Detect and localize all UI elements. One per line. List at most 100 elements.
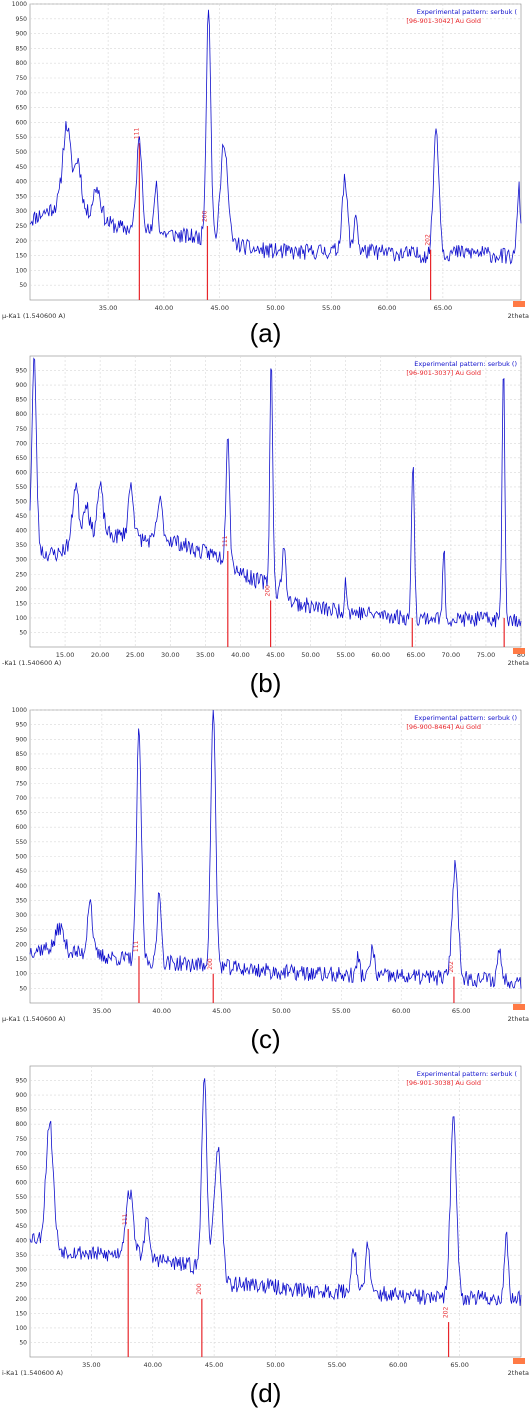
legend-experimental: Experimental pattern: serbuk ()	[414, 714, 517, 722]
x-tick-label: 65.00	[450, 1361, 469, 1369]
y-tick-label: 250	[16, 1281, 28, 1288]
x-tick-label: 45.00	[266, 651, 285, 659]
y-tick-label: 950	[16, 16, 28, 23]
y-tick-label: 150	[16, 956, 28, 963]
xrd-chart-a: 50 100 150 200 250 300 350 400 450 500 550 600 650 70…	[2, 1, 529, 320]
y-tick-label: 550	[16, 484, 28, 491]
experimental-pattern-line	[29, 357, 522, 628]
experimental-pattern-line	[29, 709, 522, 989]
y-tick-label: 750	[16, 426, 28, 433]
x-tick-label: 60.00	[378, 304, 397, 312]
x-tick-label: 60.00	[371, 651, 390, 659]
y-tick-label: 600	[16, 1179, 28, 1186]
y-tick-label: 600	[16, 119, 28, 126]
panel-d: 50 100 150 200 250 300 350 400 450 500 550 600 650 70…	[0, 1062, 531, 1417]
x-tick-label: 50.00	[266, 1361, 285, 1369]
panel-a: 50 100 150 200 250 300 350 400 450 500 550 600 650 70…	[0, 0, 531, 354]
x-tick-label: 40.00	[152, 1007, 171, 1015]
wavelength-label: µ-Ka1 (1.540600 A)	[2, 312, 65, 320]
y-tick-label: 100	[16, 615, 28, 622]
hkl-label: 111	[222, 535, 229, 547]
x-tick-label: 45.00	[205, 1361, 224, 1369]
experimental-pattern-line	[29, 1078, 522, 1306]
y-tick-label: 250	[16, 223, 28, 230]
wavelength-label: µ-Ka1 (1.540600 A)	[2, 1015, 65, 1023]
caption-c: (c)	[250, 1024, 281, 1054]
x-tick-label: 20.00	[91, 651, 110, 659]
y-tick-label: 800	[16, 411, 28, 418]
y-tick-label: 650	[16, 455, 28, 462]
x-tick-label: 35.00	[99, 304, 118, 312]
x-axis-label: 2theta	[508, 1369, 529, 1377]
y-tick-label: 650	[16, 810, 28, 817]
y-tick-label: 800	[16, 1121, 28, 1128]
hkl-label: 111	[133, 127, 140, 139]
y-tick-label: 400	[16, 1238, 28, 1245]
caption-d: (d)	[249, 1378, 282, 1408]
y-tick-label: 500	[16, 854, 28, 861]
x-tick-label: 35.00	[82, 1361, 101, 1369]
x-tick-label: 60.00	[392, 1007, 411, 1015]
y-tick-label: 300	[16, 1267, 28, 1274]
x-tick-label: 55.00	[322, 304, 341, 312]
y-tick-label: 50	[19, 985, 27, 992]
hkl-label: 202	[448, 961, 455, 973]
hkl-label: 200	[207, 958, 214, 970]
scroll-marker-icon[interactable]	[513, 301, 525, 307]
y-tick-label: 850	[16, 45, 28, 52]
scroll-marker-icon[interactable]	[513, 1358, 525, 1364]
y-tick-label: 850	[16, 1107, 28, 1114]
y-tick-label: 1000	[12, 1, 27, 8]
y-tick-label: 200	[16, 1296, 28, 1303]
y-tick-label: 100	[16, 1325, 28, 1332]
y-tick-label: 100	[16, 267, 28, 274]
xrd-chart-b: 50 100 150 200 250 300 350 400 450 500 550 600 650 70…	[2, 355, 529, 667]
y-tick-label: 750	[16, 75, 28, 82]
x-tick-label: 35.00	[93, 1007, 112, 1015]
y-tick-label: 400	[16, 528, 28, 535]
caption-a: (a)	[249, 318, 282, 348]
y-tick-label: 100	[16, 971, 28, 978]
x-tick-label: 45.00	[210, 304, 229, 312]
x-tick-label: 25.00	[126, 651, 145, 659]
y-tick-label: 300	[16, 912, 28, 919]
y-tick-label: 900	[16, 382, 28, 389]
wavelength-label: -Ka1 (1.540600 A)	[2, 659, 61, 667]
x-tick-label: 65.00	[452, 1007, 471, 1015]
y-tick-label: 400	[16, 883, 28, 890]
x-tick-label: 55.00	[328, 1361, 347, 1369]
legend-experimental: Experimental pattern: serbuk (	[417, 1070, 518, 1078]
y-tick-label: 350	[16, 897, 28, 904]
x-tick-label: 35.00	[196, 651, 215, 659]
y-tick-label: 450	[16, 164, 28, 171]
y-tick-label: 500	[16, 149, 28, 156]
y-tick-label: 750	[16, 1136, 28, 1143]
y-tick-label: 250	[16, 571, 28, 578]
y-tick-label: 650	[16, 1165, 28, 1172]
legend-reference: [96-901-3042] Au Gold	[406, 17, 481, 25]
x-tick-label: 40.00	[143, 1361, 162, 1369]
scroll-marker-icon[interactable]	[513, 648, 525, 654]
y-tick-label: 350	[16, 193, 28, 200]
y-tick-label: 450	[16, 513, 28, 520]
y-tick-label: 900	[16, 1092, 28, 1099]
y-tick-label: 50	[19, 1339, 27, 1346]
y-tick-label: 950	[16, 1078, 28, 1085]
hkl-label: 200	[265, 585, 272, 597]
hkl-label: 111	[133, 940, 140, 952]
x-tick-label: 65.00	[406, 651, 425, 659]
y-tick-label: 900	[16, 31, 28, 38]
scroll-marker-icon[interactable]	[513, 1004, 525, 1010]
y-tick-label: 150	[16, 253, 28, 260]
x-tick-label: 15.00	[56, 651, 75, 659]
y-tick-label: 450	[16, 1223, 28, 1230]
y-tick-label: 250	[16, 927, 28, 934]
legend-reference: [96-900-8464] Au Gold	[406, 723, 481, 731]
y-tick-label: 500	[16, 499, 28, 506]
y-tick-label: 600	[16, 469, 28, 476]
y-tick-label: 200	[16, 238, 28, 245]
legend-experimental: Experimental pattern: serbuk (	[417, 8, 518, 16]
y-tick-label: 550	[16, 1194, 28, 1201]
y-tick-label: 450	[16, 868, 28, 875]
y-tick-label: 200	[16, 941, 28, 948]
